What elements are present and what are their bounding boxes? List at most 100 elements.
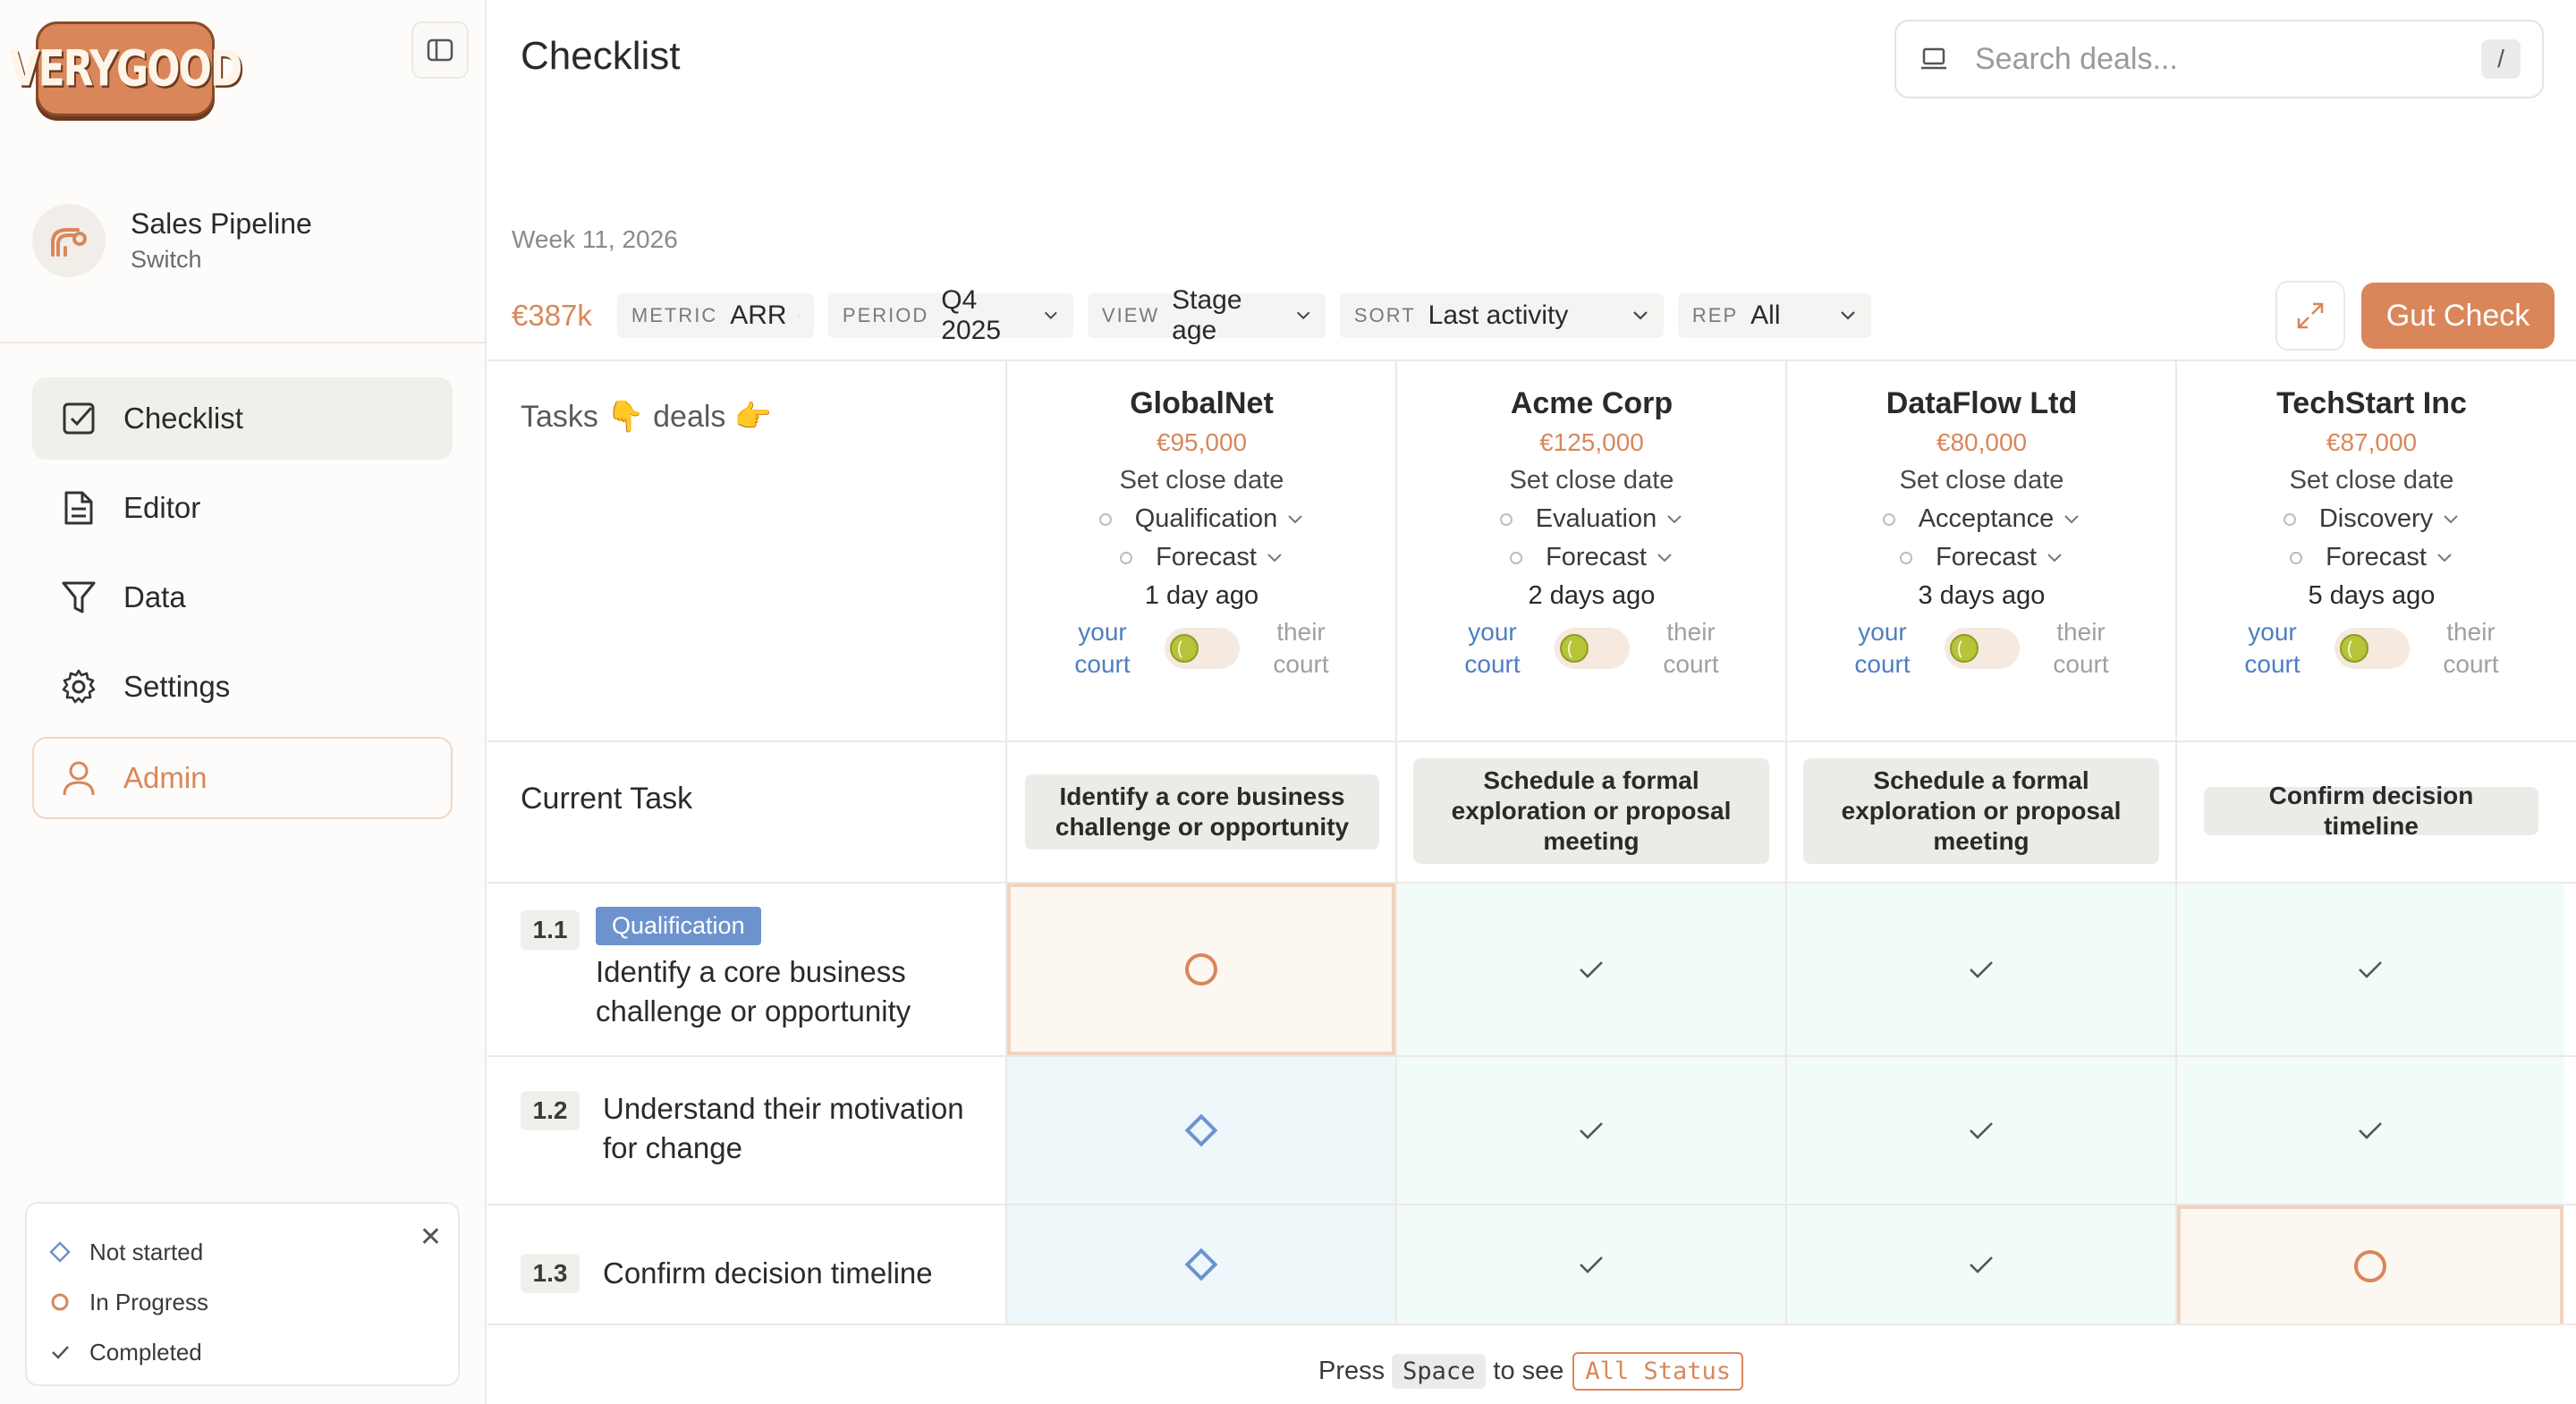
- task-number: 1.3: [521, 1254, 580, 1293]
- grid-line: [2175, 359, 2177, 1324]
- stage-select[interactable]: Discovery: [2177, 504, 2566, 534]
- chevron-down-icon: [2047, 553, 2062, 562]
- check-icon: [1970, 1256, 1993, 1273]
- court-toggle[interactable]: [2334, 628, 2410, 669]
- chevron-down-icon: [1296, 311, 1309, 320]
- court-toggle[interactable]: [1164, 628, 1240, 669]
- not-started-diamond-icon: [1184, 1113, 1218, 1147]
- task-title[interactable]: Identify a core business challenge or op…: [596, 955, 911, 1028]
- checkbox-icon: [59, 399, 98, 438]
- filter-label: METRIC: [631, 304, 718, 326]
- rep-filter[interactable]: REP All: [1677, 293, 1871, 338]
- status-cell-in-progress[interactable]: [1007, 884, 1395, 1055]
- grid-line: [1005, 359, 1007, 1324]
- pipeline-icon: [51, 228, 87, 257]
- set-close-date[interactable]: Set close date: [1509, 466, 1674, 495]
- court-toggle[interactable]: [1554, 628, 1630, 669]
- stage-select[interactable]: Qualification: [1007, 504, 1396, 534]
- check-icon: [1970, 961, 1993, 978]
- their-court-label: their court: [2053, 618, 2109, 678]
- filter-label: VIEW: [1101, 304, 1160, 326]
- deal-amount: €95,000: [1156, 428, 1248, 456]
- current-task-chip[interactable]: Confirm decision timeline: [2204, 782, 2538, 840]
- search-input[interactable]: [1975, 41, 2458, 77]
- task-number: 1.2: [521, 1091, 580, 1130]
- filter-bar: €387k METRIC ARR PERIOD Q4 2025 VIEW Sta…: [512, 285, 1885, 345]
- nav-item-checklist[interactable]: Checklist: [32, 377, 453, 460]
- court-toggle[interactable]: [1944, 628, 2020, 669]
- all-status-chip[interactable]: All Status: [1572, 1352, 1743, 1391]
- period-filter[interactable]: PERIOD Q4 2025: [827, 285, 1073, 345]
- forecast-select[interactable]: Forecast: [1787, 543, 2176, 572]
- deal-name[interactable]: TechStart Inc: [2276, 386, 2467, 420]
- status-cell-not-started[interactable]: [1007, 1057, 1395, 1204]
- forecast-select[interactable]: Forecast: [2177, 543, 2566, 572]
- check-icon: [2359, 961, 2382, 978]
- status-cell-completed[interactable]: [1787, 1205, 2175, 1324]
- nav-item-admin[interactable]: Admin: [32, 737, 453, 819]
- deal-name[interactable]: GlobalNet: [1130, 386, 1274, 420]
- verygood-logo[interactable]: VERYGOOD: [10, 21, 242, 116]
- status-cell-in-progress[interactable]: [2177, 1205, 2563, 1324]
- week-label: Week 11, 2026: [512, 225, 678, 253]
- set-close-date[interactable]: Set close date: [1899, 466, 2064, 495]
- status-cell-completed[interactable]: [1397, 1057, 1785, 1204]
- gut-check-button[interactable]: Gut Check: [2361, 283, 2555, 349]
- status-cell-completed[interactable]: [1397, 1205, 1785, 1324]
- sidebar-nav: Checklist Editor Data Settings Admin: [32, 377, 453, 826]
- status-cell-not-started[interactable]: [1007, 1205, 1395, 1324]
- your-court-label: your court: [1464, 618, 1521, 678]
- stage-select[interactable]: Acceptance: [1787, 504, 2176, 534]
- space-key: Space: [1392, 1354, 1487, 1389]
- nav-item-editor[interactable]: Editor: [32, 467, 453, 549]
- gear-icon: [59, 667, 98, 706]
- view-filter[interactable]: VIEW Stage age: [1087, 285, 1326, 345]
- current-task-chip[interactable]: Schedule a formal exploration or proposa…: [1803, 758, 2159, 864]
- collapse-sidebar-button[interactable]: [411, 21, 469, 79]
- sort-filter[interactable]: SORT Last activity: [1339, 293, 1664, 338]
- current-task-chip[interactable]: Identify a core business challenge or op…: [1025, 774, 1379, 850]
- set-close-date[interactable]: Set close date: [2289, 466, 2454, 495]
- status-cell-completed[interactable]: [1787, 1057, 2175, 1204]
- expand-button[interactable]: [2275, 281, 2345, 351]
- filter-icon: [59, 578, 98, 617]
- nav-item-data[interactable]: Data: [32, 556, 453, 639]
- nav-label: Data: [123, 580, 186, 613]
- keyboard-hint: Press Space to see All Status: [1318, 1352, 1743, 1391]
- their-court-label: their court: [1663, 618, 1719, 678]
- task-title[interactable]: Confirm decision timeline: [603, 1256, 933, 1290]
- court-toggle-row: your court their court: [1787, 616, 2176, 681]
- forecast-select[interactable]: Forecast: [1007, 543, 1396, 572]
- in-progress-ring-icon: [1185, 953, 1217, 985]
- status-cell-completed[interactable]: [2177, 884, 2563, 1055]
- status-cell-completed[interactable]: [2177, 1057, 2563, 1204]
- close-icon[interactable]: ✕: [419, 1222, 442, 1252]
- workspace-switcher[interactable]: Sales Pipeline Switch: [32, 204, 312, 277]
- chevron-down-icon: [1657, 553, 1672, 562]
- tennis-ball-icon: [1949, 634, 1979, 663]
- in-progress-ring-icon: [2354, 1250, 2386, 1282]
- user-icon: [59, 758, 98, 798]
- filter-value: Stage age: [1172, 285, 1242, 345]
- metric-filter[interactable]: METRIC ARR: [616, 293, 814, 338]
- deal-column: DataFlow Ltd €80,000 Set close date Acce…: [1787, 359, 2176, 740]
- grid-line: [1395, 359, 1397, 1324]
- set-close-date[interactable]: Set close date: [1119, 466, 1284, 495]
- deal-age: 5 days ago: [2308, 581, 2436, 610]
- status-cell-completed[interactable]: [1397, 884, 1785, 1055]
- chevron-down-icon: [1633, 311, 1648, 320]
- court-toggle-row: your court their court: [1007, 616, 1396, 681]
- stage-select[interactable]: Evaluation: [1397, 504, 1786, 534]
- grid-line: [487, 740, 2576, 742]
- status-cell-completed[interactable]: [1787, 884, 2175, 1055]
- deal-name[interactable]: Acme Corp: [1510, 386, 1674, 420]
- search-box[interactable]: /: [1894, 20, 2544, 98]
- chevron-down-icon: [2064, 514, 2079, 523]
- deal-name[interactable]: DataFlow Ltd: [1885, 386, 2078, 420]
- current-task-chip[interactable]: Schedule a formal exploration or proposa…: [1413, 758, 1769, 864]
- nav-item-settings[interactable]: Settings: [32, 646, 453, 728]
- task-row-label: 1.1 Qualification Identify a core busine…: [521, 907, 971, 1031]
- forecast-select[interactable]: Forecast: [1397, 543, 1786, 572]
- forecast-value: Forecast: [1546, 543, 1647, 571]
- task-title[interactable]: Understand their motivation for change: [603, 1092, 964, 1164]
